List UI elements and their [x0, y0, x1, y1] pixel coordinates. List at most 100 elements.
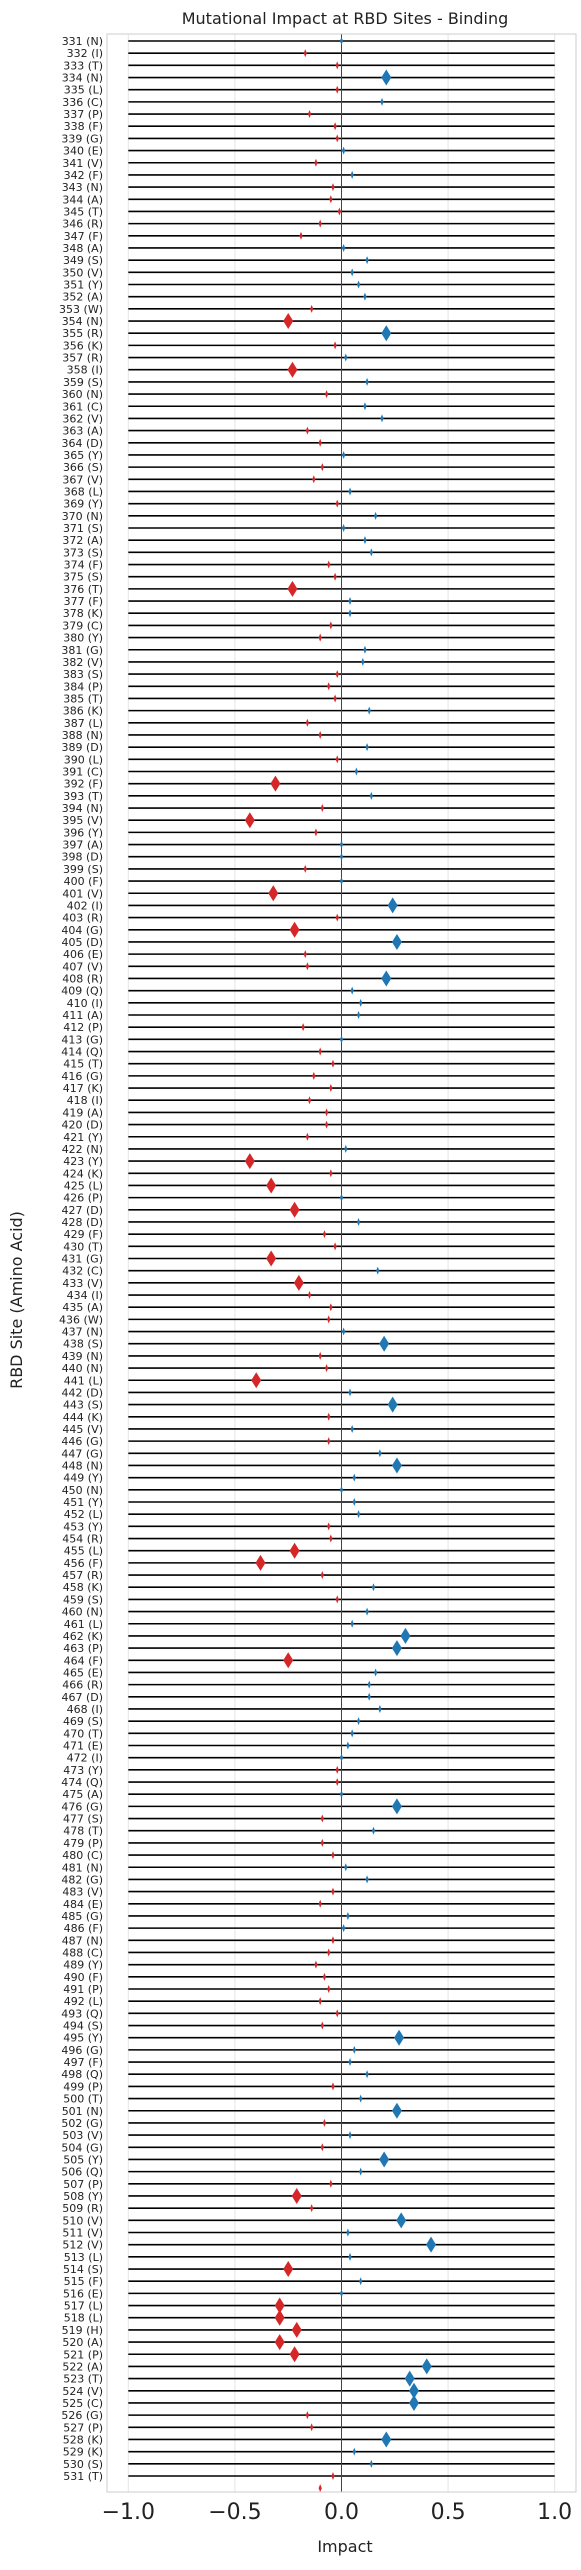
impact-marker — [291, 2321, 302, 2338]
y-tick-label: 503 (V) — [62, 2129, 103, 2142]
y-tick-label: 429 (F) — [64, 1228, 103, 1241]
impact-marker — [251, 1372, 262, 1389]
impact-marker — [404, 2370, 415, 2387]
impact-marker — [339, 37, 344, 45]
impact-marker — [346, 2228, 350, 2237]
impact-marker — [327, 1412, 331, 1421]
plot-frame — [106, 33, 577, 2493]
impact-marker — [318, 730, 322, 739]
y-tick-label: 489 (Y) — [63, 1959, 103, 1972]
impact-marker — [291, 2187, 302, 2204]
impact-marker — [408, 2382, 419, 2399]
y-tick-label: 529 (K) — [63, 2446, 103, 2459]
impact-marker — [335, 755, 339, 764]
impact-marker — [314, 828, 318, 837]
y-tick-label: 438 (S) — [63, 1338, 103, 1351]
y-tick-label: 478 (T) — [63, 1825, 103, 1838]
impact-marker — [335, 913, 339, 922]
impact-marker — [329, 1534, 333, 1543]
y-tick-label: 415 (T) — [63, 1058, 103, 1071]
impact-marker — [314, 1960, 318, 1969]
y-tick-label: 515 (F) — [64, 2275, 103, 2288]
y-tick-label: 392 (F) — [64, 778, 103, 791]
y-tick-label: 341 (V) — [62, 157, 103, 170]
impact-marker — [335, 499, 339, 508]
impact-marker — [339, 2289, 344, 2298]
x-tick-label: −1.0 — [102, 2500, 155, 2525]
y-tick-label: 371 (S) — [63, 522, 103, 535]
impact-marker — [331, 2082, 335, 2091]
y-tick-label: 451 (Y) — [63, 1496, 103, 1509]
impact-marker — [327, 1985, 331, 1993]
y-tick-label: 359 (S) — [63, 376, 103, 389]
y-tick-label: 493 (Q) — [61, 2007, 103, 2020]
y-tick-label: 381 (G) — [61, 644, 103, 657]
impact-marker — [293, 1274, 304, 1291]
y-tick-label: 430 (T) — [63, 1240, 103, 1253]
y-tick-label: 375 (S) — [63, 571, 103, 584]
y-tick-label: 528 (K) — [63, 2433, 103, 2446]
impact-marker — [331, 2472, 335, 2480]
y-tick-label: 475 (A) — [62, 1788, 103, 1801]
impact-marker — [305, 1132, 309, 1141]
impact-marker — [367, 1692, 371, 1701]
impact-marker — [365, 1875, 369, 1884]
impact-marker — [274, 2297, 285, 2314]
impact-marker — [365, 377, 369, 386]
impact-marker — [320, 804, 324, 813]
y-tick-label: 484 (E) — [63, 1898, 103, 1911]
impact-marker — [380, 97, 384, 106]
y-tick-label: 354 (N) — [62, 315, 103, 328]
impact-marker — [356, 280, 361, 289]
y-tick-label: 333 (T) — [63, 59, 103, 72]
y-tick-label: 374 (F) — [64, 559, 103, 572]
y-tick-label: 510 (V) — [62, 2214, 103, 2227]
y-tick-label: 447 (G) — [61, 1447, 103, 1460]
impact-marker — [346, 1911, 350, 1920]
impact-marker — [335, 670, 339, 679]
y-tick-label: 518 (L) — [64, 2312, 103, 2325]
y-tick-label: 416 (G) — [61, 1070, 103, 1083]
impact-marker — [342, 450, 346, 459]
impact-marker — [299, 231, 303, 240]
impact-marker — [335, 134, 339, 143]
y-tick-label: 441 (L) — [64, 1374, 103, 1387]
impact-marker — [320, 1838, 324, 1847]
impact-marker — [342, 1327, 346, 1336]
y-tick-label: 390 (L) — [64, 753, 103, 766]
impact-marker — [378, 1704, 382, 1713]
impact-marker — [374, 511, 378, 520]
impact-marker — [359, 2277, 363, 2286]
y-tick-label: 413 (G) — [61, 1033, 103, 1046]
impact-marker — [371, 1826, 376, 1835]
impact-marker — [365, 743, 369, 752]
y-tick-label: 457 (R) — [62, 1569, 103, 1582]
y-tick-label: 522 (A) — [62, 2360, 103, 2373]
impact-marker — [318, 2484, 322, 2493]
y-axis-label: RBD Site (Amino Acid) — [7, 1211, 26, 1389]
y-tick-label: 498 (Q) — [61, 2068, 103, 2081]
y-tick-label: 456 (F) — [64, 1557, 103, 1570]
y-tick-label: 482 (G) — [61, 1873, 103, 1886]
impact-marker — [268, 885, 279, 902]
impact-marker — [335, 2009, 339, 2018]
impact-marker — [381, 2431, 392, 2448]
y-tick-label: 337 (P) — [63, 108, 103, 121]
impact-marker — [365, 1607, 369, 1616]
y-tick-label: 421 (Y) — [63, 1131, 103, 1144]
y-tick-label: 394 (N) — [62, 802, 103, 815]
y-tick-label: 393 (T) — [63, 790, 103, 803]
impact-marker — [363, 645, 367, 654]
impact-marker — [274, 2309, 285, 2326]
impact-marker — [318, 1997, 322, 2006]
impact-marker — [331, 1936, 335, 1945]
impact-marker — [305, 2411, 309, 2420]
impact-marker — [356, 1217, 361, 1226]
y-tick-label: 336 (C) — [62, 96, 103, 109]
y-tick-label: 446 (G) — [61, 1435, 103, 1448]
impact-marker — [376, 1266, 380, 1275]
impact-marker — [329, 621, 333, 630]
y-tick-label: 382 (V) — [62, 656, 103, 669]
y-tick-label: 463 (P) — [63, 1642, 103, 1655]
